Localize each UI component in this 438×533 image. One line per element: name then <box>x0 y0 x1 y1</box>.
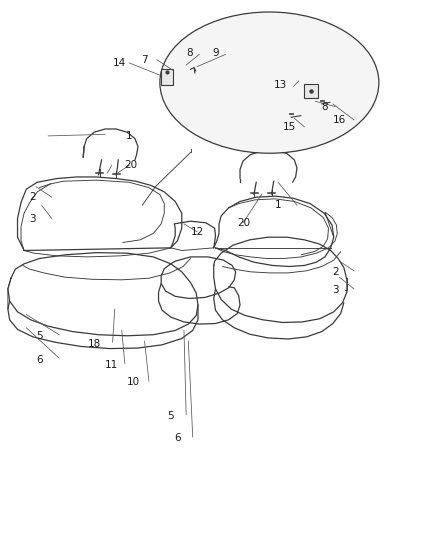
Text: 1: 1 <box>126 131 133 141</box>
Text: 5: 5 <box>167 411 174 421</box>
Text: 10: 10 <box>127 377 140 387</box>
Text: 3: 3 <box>29 214 36 223</box>
Text: 8: 8 <box>186 49 193 58</box>
FancyBboxPatch shape <box>161 69 173 85</box>
Text: 13: 13 <box>274 80 287 90</box>
Text: 20: 20 <box>124 160 137 170</box>
Text: 16: 16 <box>333 115 346 125</box>
Text: 2: 2 <box>29 192 36 202</box>
FancyBboxPatch shape <box>304 84 318 98</box>
Text: 18: 18 <box>88 339 101 349</box>
Text: 6: 6 <box>174 433 181 443</box>
Text: 8: 8 <box>321 102 328 111</box>
Text: 7: 7 <box>141 55 148 64</box>
Text: 14: 14 <box>113 58 126 68</box>
Text: 6: 6 <box>36 355 43 365</box>
Text: 5: 5 <box>36 331 43 341</box>
Text: 9: 9 <box>212 49 219 58</box>
Ellipse shape <box>160 12 379 154</box>
Text: 20: 20 <box>237 218 250 228</box>
Text: 15: 15 <box>283 122 296 132</box>
Text: 1: 1 <box>275 200 282 210</box>
Text: 3: 3 <box>332 286 339 295</box>
Text: 11: 11 <box>105 360 118 370</box>
Text: 2: 2 <box>332 267 339 277</box>
Text: 12: 12 <box>191 227 204 237</box>
